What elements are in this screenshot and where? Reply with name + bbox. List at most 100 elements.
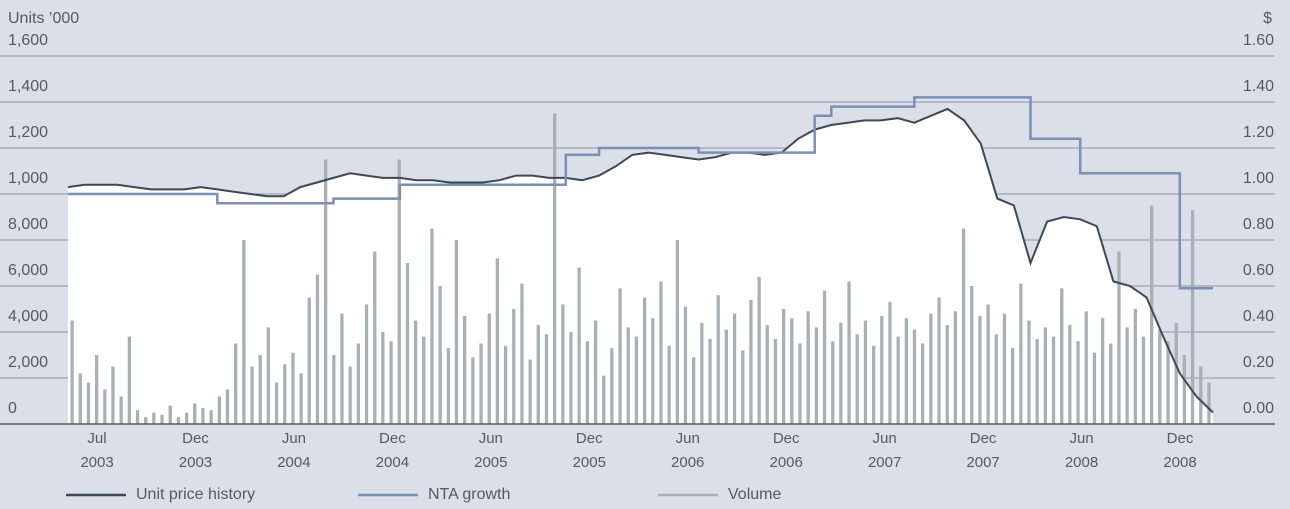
volume-bar xyxy=(814,327,818,424)
volume-bar xyxy=(364,304,369,424)
x-tick-year: 2008 xyxy=(1065,454,1098,471)
volume-bar xyxy=(103,389,107,424)
volume-bar xyxy=(790,318,794,424)
volume-bar xyxy=(536,325,540,424)
volume-bar xyxy=(283,364,287,424)
volume-bar xyxy=(258,355,262,424)
volume-bar xyxy=(299,373,303,424)
volume-bar xyxy=(127,336,131,424)
x-tick-year: 2007 xyxy=(966,454,999,471)
volume-bar xyxy=(773,338,778,424)
volume-bar xyxy=(749,299,753,424)
volume-bar xyxy=(1068,325,1072,424)
volume-bar xyxy=(863,320,868,424)
volume-bar xyxy=(512,309,516,424)
volume-bar xyxy=(1166,341,1170,424)
volume-bar xyxy=(765,325,769,424)
volume-bar xyxy=(438,286,442,424)
volume-bar xyxy=(970,286,974,424)
x-tick-month: Jun xyxy=(1069,430,1093,447)
volume-bar xyxy=(528,359,532,424)
volume-bar xyxy=(822,290,827,424)
y-tick-label: 1,400 xyxy=(8,78,48,95)
x-tick-year: 2005 xyxy=(474,454,507,471)
x-tick-month: Dec xyxy=(1167,430,1194,447)
volume-bar xyxy=(373,251,377,424)
volume-bar xyxy=(798,343,802,424)
volume-bar xyxy=(937,297,941,424)
volume-bar xyxy=(225,389,230,424)
x-tick-year: 2003 xyxy=(179,454,212,471)
volume-bar xyxy=(1133,309,1137,424)
y2-tick-label: 1.40 xyxy=(1243,78,1274,95)
volume-bar xyxy=(324,159,328,424)
x-tick-month: Jun xyxy=(873,430,897,447)
x-tick-month: Jun xyxy=(676,430,700,447)
volume-bar xyxy=(160,414,164,424)
volume-bar xyxy=(912,329,917,424)
volume-bar xyxy=(250,366,254,424)
volume-bar xyxy=(953,311,957,424)
volume-bar xyxy=(1076,341,1080,424)
volume-bar xyxy=(1051,336,1056,424)
volume-bar xyxy=(152,412,156,424)
volume-bar xyxy=(1002,313,1007,424)
volume-bar xyxy=(1125,327,1129,424)
volume-bar xyxy=(986,304,990,424)
volume-bar xyxy=(430,228,434,424)
volume-bar xyxy=(414,320,418,424)
y-tick-label: 0 xyxy=(8,400,17,417)
y-tick-label: 8,000 xyxy=(8,216,48,233)
x-tick-year: 2004 xyxy=(277,454,310,471)
volume-bar xyxy=(782,309,786,424)
volume-bar xyxy=(1060,288,1064,424)
volume-bar xyxy=(487,313,491,424)
x-tick-month: Dec xyxy=(970,430,997,447)
y-tick-label: 2,000 xyxy=(8,354,48,371)
volume-bar xyxy=(520,283,524,424)
volume-bar xyxy=(348,366,352,424)
y-tick-label: 6,000 xyxy=(8,262,48,279)
volume-bar xyxy=(1150,205,1154,424)
volume-bar xyxy=(692,357,696,424)
y-tick-label: 1,000 xyxy=(8,170,48,187)
volume-bar xyxy=(1092,352,1097,424)
x-tick-year: 2006 xyxy=(769,454,802,471)
volume-bar xyxy=(242,240,246,424)
legend-label: Unit price history xyxy=(136,486,255,503)
y2-tick-label: 0.60 xyxy=(1243,262,1274,279)
volume-bar xyxy=(585,341,589,424)
volume-bar xyxy=(651,318,655,424)
price-area xyxy=(68,108,1213,425)
y-tick-label: 4,000 xyxy=(8,308,48,325)
volume-bar xyxy=(561,304,565,424)
volume-bar xyxy=(111,366,115,424)
volume-bar xyxy=(553,113,557,424)
volume-bar xyxy=(683,306,688,424)
volume-bar xyxy=(119,396,123,424)
volume-bar xyxy=(872,345,876,424)
volume-bar xyxy=(78,373,82,424)
volume-bar xyxy=(618,288,622,424)
x-tick-year: 2007 xyxy=(868,454,901,471)
volume-bar xyxy=(667,345,671,424)
volume-bar xyxy=(168,405,172,424)
volume-bar xyxy=(176,417,181,424)
volume-bar xyxy=(732,313,737,424)
volume-bar xyxy=(675,240,679,424)
volume-bar xyxy=(994,334,998,424)
volume-bar xyxy=(921,343,925,424)
volume-bar xyxy=(422,336,426,424)
x-tick-year: 2005 xyxy=(573,454,606,471)
x-tick-month: Dec xyxy=(773,430,800,447)
volume-bar xyxy=(1190,210,1195,424)
volume-bar xyxy=(463,315,467,424)
legend-label: Volume xyxy=(728,486,781,503)
x-tick-month: Dec xyxy=(379,430,406,447)
x-tick-year: 2008 xyxy=(1163,454,1196,471)
volume-bar xyxy=(700,322,704,424)
x-tick-year: 2004 xyxy=(376,454,409,471)
volume-bar xyxy=(185,412,189,424)
volume-bar xyxy=(1011,348,1015,424)
